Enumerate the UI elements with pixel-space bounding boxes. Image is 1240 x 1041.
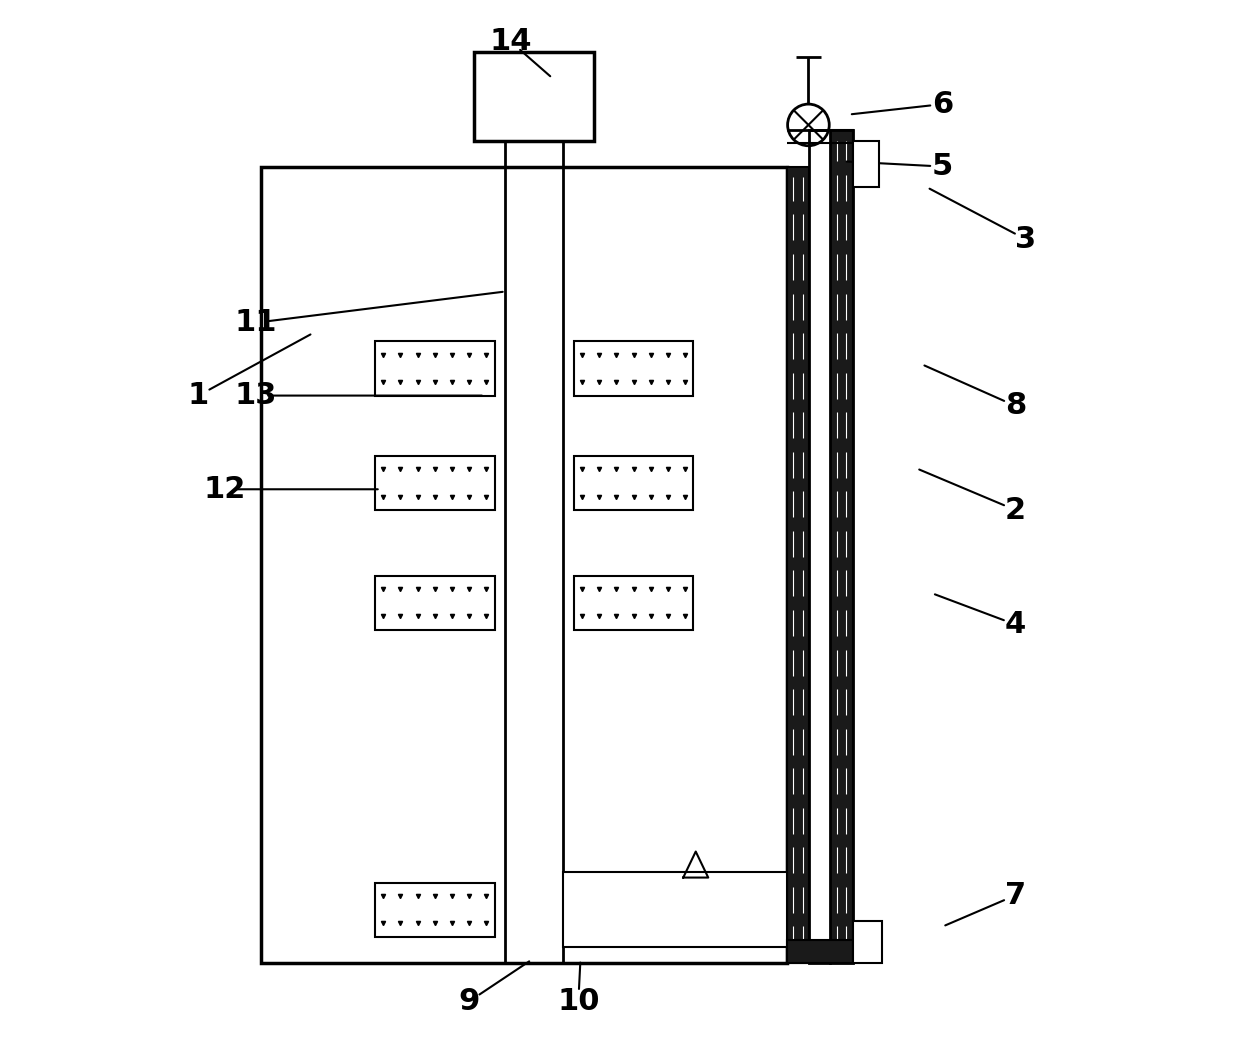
Bar	[853, 921, 883, 963]
Text: 4: 4	[1004, 610, 1027, 639]
Bar	[374, 456, 495, 510]
Bar	[260, 167, 786, 963]
Bar	[374, 576, 495, 630]
Text: 8: 8	[1004, 391, 1027, 421]
Bar	[563, 872, 786, 947]
Text: 3: 3	[1016, 225, 1037, 254]
Bar	[574, 576, 693, 630]
Text: 6: 6	[932, 90, 954, 119]
Bar	[810, 130, 831, 963]
Text: 7: 7	[1004, 881, 1027, 910]
Text: 1: 1	[187, 381, 210, 410]
Bar	[574, 341, 693, 396]
Bar	[374, 341, 495, 396]
Bar	[474, 52, 594, 141]
Bar	[853, 141, 879, 187]
Bar	[374, 883, 495, 937]
Text: 14: 14	[490, 27, 532, 56]
Bar	[786, 940, 853, 963]
Text: 2: 2	[1004, 496, 1027, 525]
Bar	[831, 130, 853, 963]
Text: 5: 5	[932, 152, 954, 181]
Bar	[574, 883, 693, 937]
Text: 9: 9	[459, 987, 480, 1016]
Bar	[786, 167, 810, 963]
Bar	[831, 130, 853, 963]
Text: 13: 13	[234, 381, 277, 410]
Text: 12: 12	[203, 475, 246, 504]
Bar	[574, 456, 693, 510]
Text: 11: 11	[234, 308, 277, 337]
Text: 10: 10	[557, 987, 600, 1016]
